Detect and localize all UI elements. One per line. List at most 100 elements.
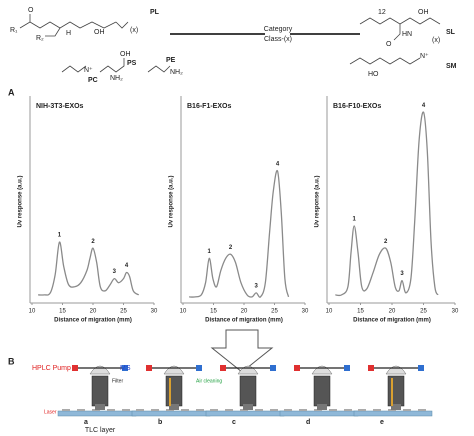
atom: R₂	[36, 35, 44, 42]
probe-body	[239, 375, 257, 407]
tlc-plate	[131, 410, 211, 417]
x-tick-label: 25	[271, 309, 278, 315]
lipid-skeleton	[19, 21, 117, 29]
y-axis-label: Uv response (a.u.)	[169, 175, 175, 227]
x-tick-label: 15	[210, 309, 217, 315]
sphingo-chain	[359, 17, 441, 25]
probe-top	[89, 365, 111, 375]
tlc-plate	[205, 410, 285, 417]
category-label: Category	[264, 26, 293, 33]
class-label: PC	[88, 77, 98, 84]
peak-label: 1	[353, 216, 357, 222]
atom: NH₂	[110, 75, 123, 82]
chart-title: B16-F10-EXOs	[333, 103, 381, 110]
atom: OH	[120, 51, 131, 58]
spot	[136, 409, 144, 411]
chromatogram-line	[335, 111, 439, 297]
pump-port	[72, 365, 78, 371]
spot	[418, 409, 426, 411]
x-tick-label: 30	[302, 309, 309, 315]
atom: N⁺	[420, 53, 429, 60]
peak-label: 3	[255, 283, 259, 289]
x-tick-label: 25	[120, 309, 127, 315]
stations: a b c d e	[57, 365, 433, 426]
atom: NH₂	[170, 69, 183, 76]
class-label: SL	[446, 29, 456, 36]
spot	[299, 409, 307, 411]
x-tick-label: 10	[326, 309, 333, 315]
spot	[344, 409, 352, 411]
ms-label: MS	[120, 365, 131, 372]
probe-top	[385, 365, 407, 375]
probe-tip	[391, 404, 401, 410]
peak-label: 3	[113, 269, 117, 275]
spot	[373, 409, 381, 411]
step-label: e	[380, 419, 384, 426]
flow	[391, 378, 393, 406]
spot	[181, 409, 189, 411]
ms-port	[196, 365, 202, 371]
atom: (x)	[432, 37, 440, 44]
spot	[403, 409, 411, 411]
pc-head	[61, 65, 87, 73]
peak-label: 4	[422, 103, 426, 109]
atom: HO	[368, 71, 379, 78]
probe-body	[313, 375, 331, 407]
x-tick-label: 15	[59, 309, 66, 315]
x-tick-label: 10	[180, 309, 187, 315]
x-tick-label: 10	[29, 309, 36, 315]
spot	[329, 409, 337, 411]
step-label: b	[158, 419, 162, 426]
atom: O	[386, 41, 392, 48]
probe-tip	[317, 404, 327, 410]
atom: OH	[94, 29, 105, 36]
peak-label: 2	[229, 245, 233, 251]
peak-label: 2	[91, 239, 95, 245]
y-axis-label: Uv response (a.u.)	[18, 175, 24, 227]
tlc-plate	[57, 410, 137, 417]
spot	[284, 409, 292, 411]
chromatogram-line	[38, 241, 140, 296]
structures: PL PC PS PE SL SM Category Class-(x) O R…	[10, 7, 457, 84]
y-axis-label: Uv response (a.u.)	[315, 175, 321, 227]
spot	[151, 409, 159, 411]
x-axis-label: Distance of migration (mm)	[205, 318, 283, 324]
pump-port	[368, 365, 374, 371]
step-label: a	[84, 419, 88, 426]
probe-top	[163, 365, 185, 375]
probe-tip	[95, 404, 105, 410]
probe-body	[387, 375, 405, 407]
spot	[225, 409, 233, 411]
spot	[77, 409, 85, 411]
atom: HN	[402, 31, 412, 38]
bond	[115, 21, 129, 29]
down-arrow	[210, 329, 274, 373]
layer-label: TLC layer	[85, 427, 116, 434]
probe-top	[311, 365, 333, 375]
probe-body	[91, 375, 109, 407]
peak-label: 3	[400, 271, 404, 277]
atom: R₁	[10, 27, 18, 34]
filter-label: Filter	[112, 378, 123, 384]
x-tick-label: 20	[90, 309, 97, 315]
ms-port	[270, 365, 276, 371]
tlc-plate	[279, 410, 359, 417]
spot	[358, 409, 366, 411]
chart-title: B16-F1-EXOs	[187, 103, 231, 110]
spot	[62, 409, 70, 411]
pump-label: HPLC Pump	[32, 365, 71, 372]
x-tick-label: 30	[151, 309, 158, 315]
atom: 12	[378, 9, 386, 16]
pump-port	[294, 365, 300, 371]
panel-label: A	[8, 87, 15, 97]
step-label: c	[232, 419, 236, 426]
x-tick-label: 30	[452, 309, 459, 315]
ms-port	[122, 365, 128, 371]
sm-head	[349, 57, 421, 65]
probe-body	[165, 375, 183, 407]
spot	[107, 409, 115, 411]
peak-label: 2	[384, 239, 388, 245]
atom: OH	[418, 9, 429, 16]
